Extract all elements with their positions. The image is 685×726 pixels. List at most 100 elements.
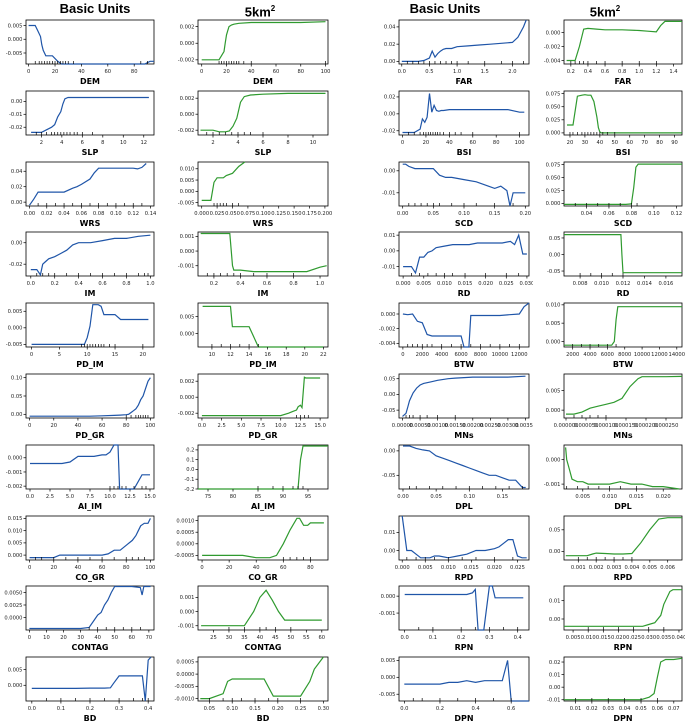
y-tick-label: 0.000	[381, 312, 396, 318]
x-tick-label: 0.01	[570, 706, 582, 712]
x-tick-label: 0.20	[272, 706, 284, 712]
x-axis-label: BTW	[613, 360, 634, 369]
x-tick-label: 60	[319, 635, 326, 641]
y-tick-label: 0.0010	[176, 518, 194, 524]
series-line	[403, 445, 526, 488]
x-tick-label: 0.000250	[654, 423, 679, 429]
x-tick-label: 20	[301, 352, 308, 358]
x-tick-label: 0	[28, 423, 31, 429]
plot-frame	[563, 90, 683, 136]
y-tick-label: 0.000	[180, 395, 195, 401]
x-tick-label: 10	[43, 635, 50, 641]
x-axis-label: SCD	[455, 219, 474, 228]
y-tick-label: 0.005	[8, 540, 23, 546]
pdp-chart-rd-km: 0.008 0.010 0.012 0.014 0.016 0.05 0.00 -0.05 RD	[547, 231, 683, 298]
x-tick-label: 80	[230, 494, 237, 500]
x-axis-label: FAR	[456, 77, 473, 86]
y-tick-label: 0.000	[381, 675, 396, 681]
plot-frame	[563, 585, 683, 631]
x-tick-label: 14000	[669, 352, 685, 358]
x-tick-label: 0.08	[93, 211, 105, 217]
x-tick-label: 0.4	[144, 706, 153, 712]
x-tick-label: 10000	[634, 352, 651, 358]
x-tick-label: 4	[236, 140, 240, 146]
plot-frame	[25, 585, 155, 631]
pdp-chart-dpn-km: 0.01 0.02 0.03 0.04 0.05 0.06 0.07 0.02 0.01 0.00…	[547, 656, 683, 723]
x-tick-label: 0.03	[602, 706, 614, 712]
x-tick-label: 0.0	[26, 494, 34, 500]
y-tick-label: -0.002	[379, 327, 396, 333]
y-tick-label: 0.0000	[176, 541, 194, 547]
y-tick-label: 0.05	[549, 236, 561, 242]
x-tick-label: 0.001	[571, 565, 586, 571]
x-tick-label: 0.4	[236, 281, 245, 287]
x-tick-label: 12	[140, 140, 147, 146]
x-tick-label: 12.5	[295, 423, 307, 429]
pdp-chart-slp-km: 2 4 6 8 10 0.002 0.000 -0.002 SLP	[178, 90, 329, 157]
x-tick-label: 0.05	[635, 706, 647, 712]
series-line	[30, 234, 151, 277]
y-tick-label: 0.000	[180, 331, 195, 337]
pdp-chart-ai_im-basic: 0.0 2.5 5.0 7.5 10.0 12.5 15.0 0.000 -0.001 -0.00…	[6, 444, 156, 511]
x-tick-label: 0.04	[619, 706, 631, 712]
series-line	[201, 376, 321, 417]
x-tick-label: 50	[611, 140, 618, 146]
y-tick-label: 0.01	[384, 233, 396, 239]
x-tick-label: 0.1	[429, 635, 437, 641]
x-tick-label: 0.0	[400, 706, 408, 712]
x-tick-label: 25	[210, 635, 217, 641]
header-km-right: 5km2	[589, 4, 621, 20]
y-tick-label: 0.000	[8, 37, 23, 43]
pdp-chart-rpn-basic: 0.0 0.1 0.2 0.3 0.4 0.000 -0.001 RPN	[379, 585, 530, 652]
x-tick-label: 0.100	[256, 211, 271, 217]
x-tick-label: 12000	[511, 352, 528, 358]
series-line	[403, 233, 527, 275]
x-tick-label: 0.4	[75, 281, 84, 287]
y-tick-label: 0.025	[546, 117, 561, 123]
pdp-chart-bd-basic: 0.0 0.1 0.2 0.3 0.4 0.005 0.000 BD	[8, 656, 155, 723]
x-tick-label: 0.005	[575, 494, 590, 500]
x-axis-label: RD	[458, 289, 471, 298]
x-axis-label: RPD	[614, 573, 633, 582]
plot-frame	[197, 515, 329, 560]
series-line	[200, 233, 327, 273]
series-line	[564, 657, 683, 701]
x-tick-label: 0.006	[660, 565, 675, 571]
x-axis-label: RPN	[614, 643, 633, 652]
x-tick-label: 0.075	[240, 211, 255, 217]
y-tick-label: 0.000	[381, 594, 396, 600]
plot-frame	[398, 585, 530, 631]
x-tick-label: 0.010	[602, 494, 617, 500]
x-tick-label: 2.0	[508, 69, 516, 75]
x-tick-label: 40	[248, 69, 255, 75]
pdp-chart-dpl-km: 0.005 0.010 0.015 0.020 0.000 -0.001 DPL	[544, 444, 683, 511]
x-tick-label: 4000	[435, 352, 448, 358]
y-tick-label: 0.002	[180, 96, 195, 102]
y-tick-label: 0.010	[180, 166, 195, 172]
y-tick-label: 0.010	[546, 303, 561, 309]
x-tick-label: 2.5	[218, 423, 226, 429]
x-tick-label: 0.025	[210, 211, 225, 217]
x-tick-label: 0.15	[497, 494, 509, 500]
x-tick-label: 0.06	[603, 211, 615, 217]
x-tick-label: 0.05	[204, 706, 216, 712]
series-line	[564, 589, 682, 628]
series-line	[202, 305, 324, 348]
y-tick-label: -0.002	[6, 484, 23, 490]
x-tick-label: 0.06	[652, 706, 664, 712]
x-tick-label: 10	[120, 140, 127, 146]
x-axis-label: DPN	[454, 714, 473, 723]
x-axis-label: PD_IM	[249, 360, 276, 369]
y-tick-label: 0.050	[546, 175, 561, 181]
pdp-chart-mns-km: 0.0000000.0000500.0001000.0001500.000200…	[546, 373, 683, 440]
y-tick-label: 0.02	[384, 95, 396, 101]
x-tick-label: 50	[288, 635, 295, 641]
x-axis-label: WRS	[80, 219, 101, 228]
plot-frame	[398, 444, 530, 490]
x-tick-label: 80	[297, 69, 304, 75]
plot-frame	[197, 161, 329, 206]
x-tick-label: 0	[27, 69, 30, 75]
y-tick-label: 0.05	[11, 394, 23, 400]
x-tick-label: 0.020	[656, 494, 671, 500]
pdp-chart-co_gr-basic: 0 20 40 60 80 100 0.015 0.010 0.005 0.000 CO_GR	[8, 515, 155, 582]
